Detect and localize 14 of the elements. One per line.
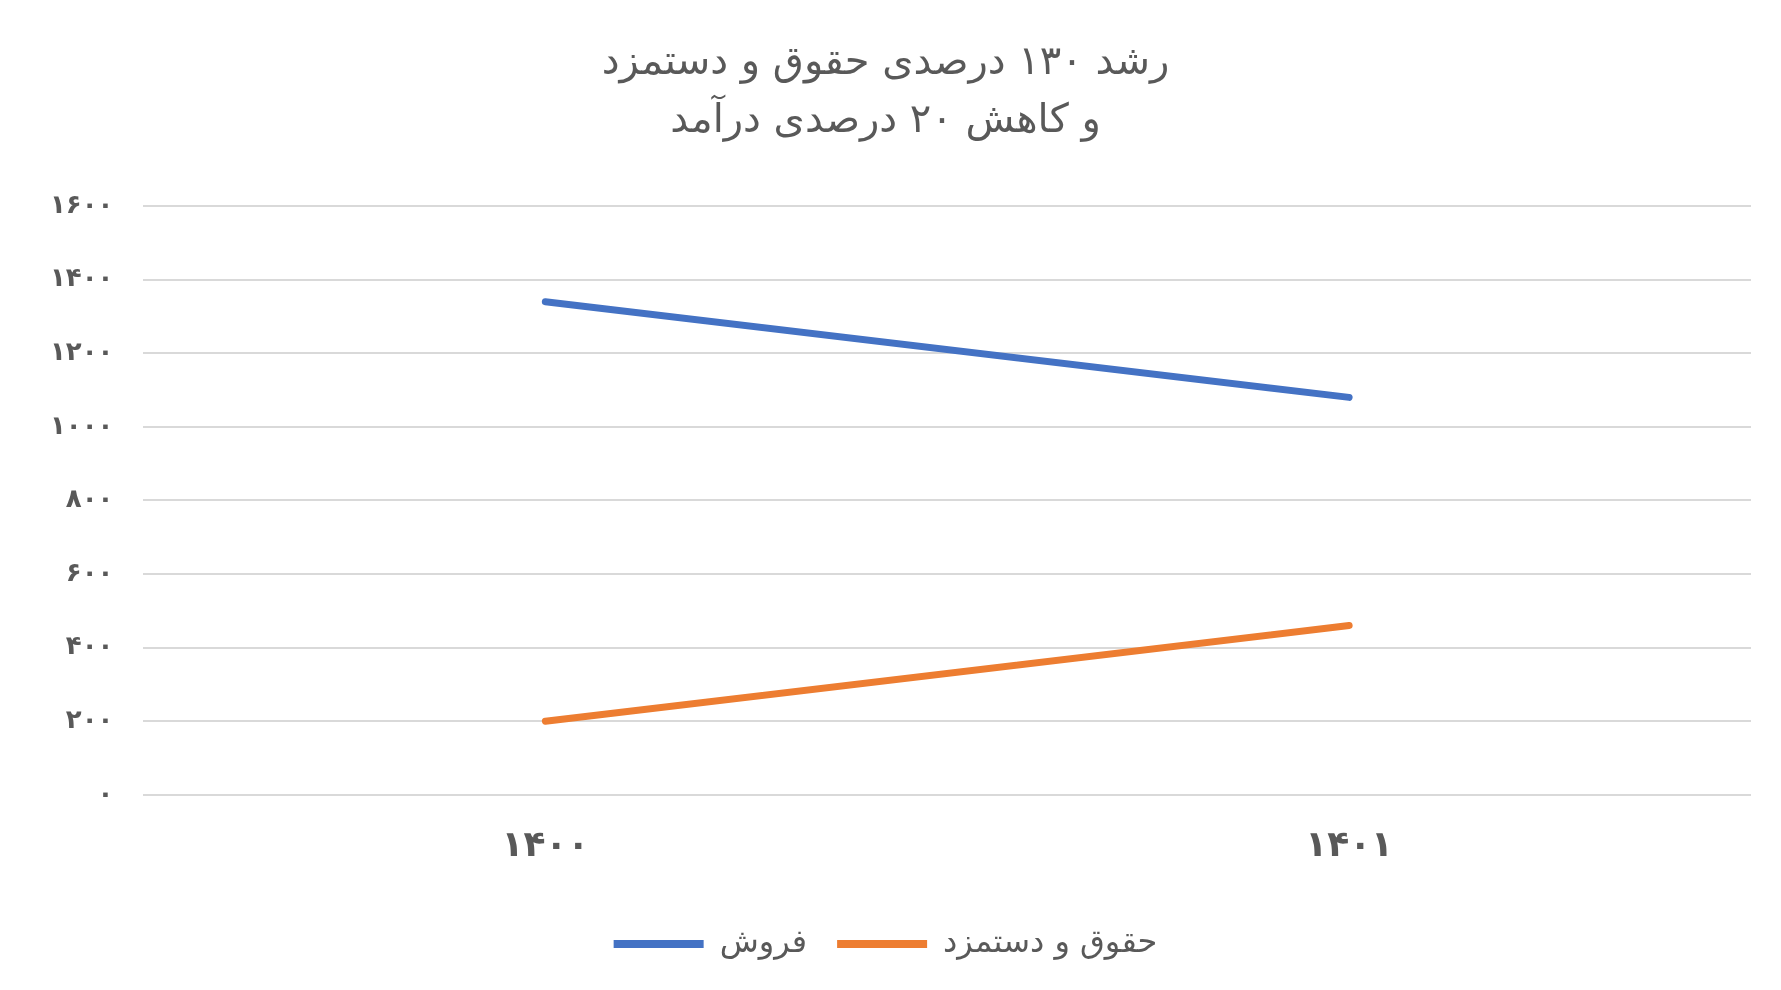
- y-tick-label: ۰: [97, 777, 114, 808]
- y-tick-label: ۲۰۰: [65, 703, 114, 734]
- y-tick-label: ۱۰۰۰: [49, 409, 114, 440]
- y-tick-label: ۱۴۰۰: [49, 262, 114, 293]
- chart-title: رشد ۱۳۰ درصدی حقوق و دستمزد: [601, 37, 1170, 85]
- legend-label: حقوق و دستمزد: [943, 922, 1158, 961]
- y-tick-label: ۱۲۰۰: [49, 335, 114, 366]
- legend-label: فروش: [719, 922, 808, 961]
- y-tick-label: ۶۰۰: [65, 556, 114, 587]
- x-tick-label: ۱۴۰۱: [1305, 822, 1394, 864]
- y-tick-label: ۱۶۰۰: [49, 188, 114, 219]
- chart-subtitle: و کاهش ۲۰ درصدی درآمد: [670, 94, 1101, 143]
- y-tick-label: ۸۰۰: [65, 483, 114, 514]
- y-tick-label: ۴۰۰: [65, 630, 114, 661]
